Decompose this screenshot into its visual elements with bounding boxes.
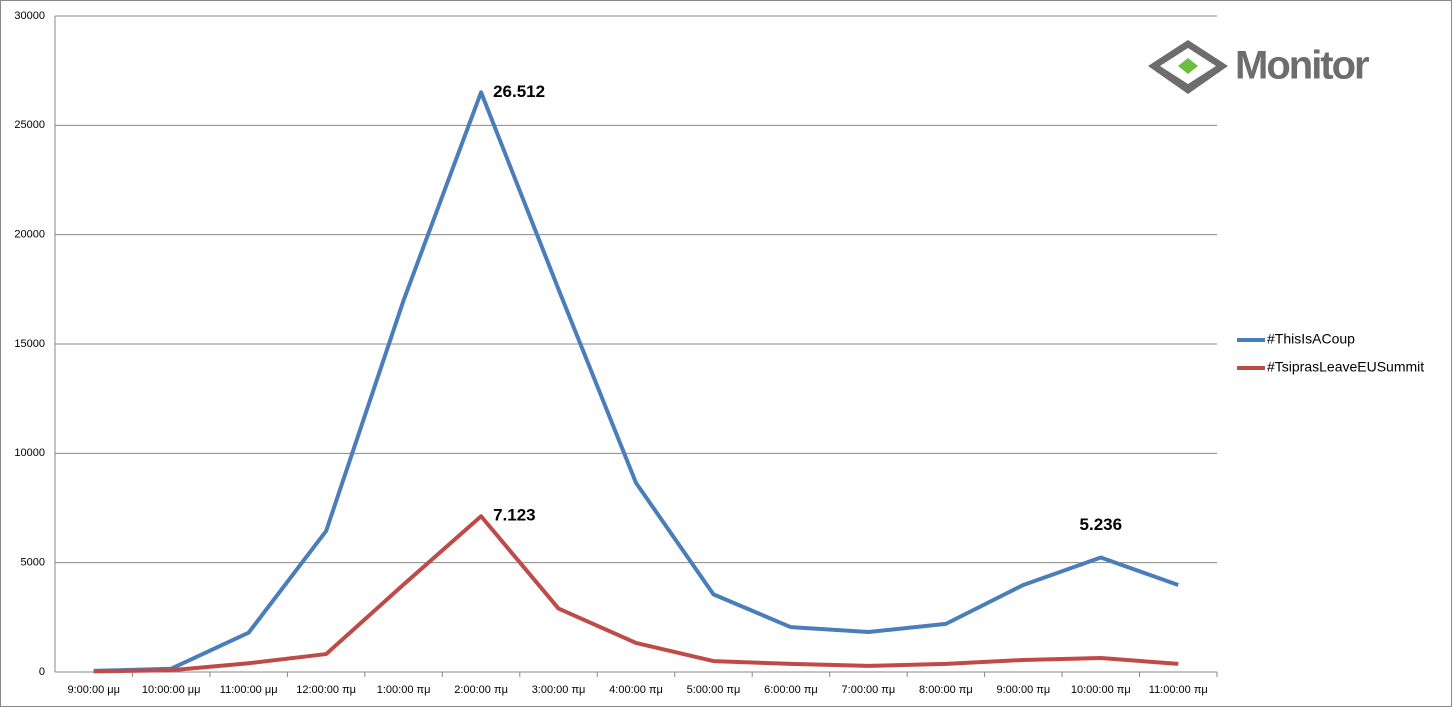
y-tick-label: 10000 (14, 447, 45, 459)
x-tick-label: 2:00:00 πμ (454, 684, 508, 696)
x-tick-label: 10:00:00 πμ (1071, 684, 1131, 696)
x-tick-label: 3:00:00 πμ (532, 684, 586, 696)
y-tick-label: 25000 (14, 119, 45, 131)
x-tick-label: 10:00:00 μμ (142, 684, 201, 696)
x-tick-label: 4:00:00 πμ (609, 684, 663, 696)
x-tick-label: 1:00:00 πμ (377, 684, 431, 696)
legend-label: #ThisIsACoup (1267, 331, 1355, 347)
x-tick-label: 6:00:00 πμ (764, 684, 818, 696)
data-label: 5.236 (1080, 515, 1123, 534)
y-tick-label: 30000 (14, 10, 45, 22)
data-label: 7.123 (493, 506, 536, 525)
data-label: 26.512 (493, 82, 545, 101)
y-tick-label: 5000 (21, 557, 45, 569)
x-tick-label: 9:00:00 πμ (996, 684, 1050, 696)
y-tick-label: 0 (39, 666, 45, 678)
x-tick-label: 11:00:00 πμ (1149, 684, 1208, 696)
series-line (93, 90, 1179, 673)
x-tick-label: 11:00:00 μμ (220, 684, 278, 696)
x-tick-label: 12:00:00 πμ (296, 684, 356, 696)
logo-text: Monitor (1235, 44, 1369, 88)
legend-label: #TsiprasLeaveEUSummit (1267, 359, 1424, 375)
x-tick-label: 9:00:00 μμ (68, 684, 120, 696)
x-tick-label: 7:00:00 πμ (842, 684, 896, 696)
x-tick-label: 8:00:00 πμ (919, 684, 973, 696)
series-line (93, 514, 1179, 674)
y-tick-label: 15000 (14, 338, 45, 350)
logo: Monitor (1148, 40, 1371, 94)
y-tick-label: 20000 (14, 229, 45, 241)
x-tick-label: 5:00:00 πμ (687, 684, 741, 696)
